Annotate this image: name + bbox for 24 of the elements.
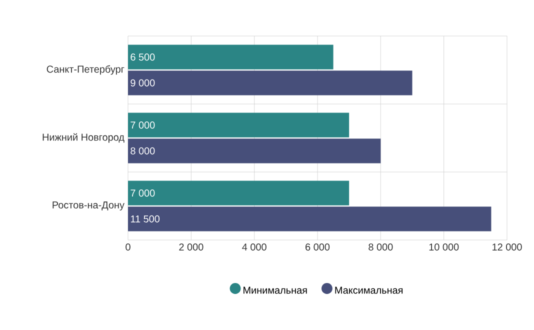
legend-label: Минимальная <box>244 286 307 294</box>
data-label: 7 000 <box>130 190 155 197</box>
x-tick-label: 12 000 <box>492 244 522 251</box>
bar <box>128 112 350 138</box>
x-tick-label: 10 000 <box>429 244 459 251</box>
x-tick-label: 6 000 <box>306 244 330 251</box>
y-tick-label: Санкт-Петербург <box>46 65 124 75</box>
x-tick-label: 0 <box>126 244 130 251</box>
data-label: 6 500 <box>130 54 155 61</box>
x-tick-label: 8 000 <box>368 244 393 251</box>
data-label: 7 000 <box>130 122 155 129</box>
x-tick-label: 2 000 <box>179 244 204 251</box>
data-label: 8 000 <box>130 147 155 154</box>
bar <box>128 180 350 206</box>
legend-label: Максимальная <box>335 286 403 294</box>
y-tick-label: Нижний Новгород <box>42 133 124 143</box>
bar <box>128 138 381 164</box>
y-tick-label: Ростов-на-Дону <box>52 202 124 210</box>
bar <box>128 44 334 70</box>
bar <box>128 70 412 96</box>
x-tick-label: 4 000 <box>242 244 266 251</box>
bar <box>128 206 492 232</box>
data-label: 9 000 <box>130 79 155 86</box>
data-label: 11 500 <box>130 215 160 222</box>
